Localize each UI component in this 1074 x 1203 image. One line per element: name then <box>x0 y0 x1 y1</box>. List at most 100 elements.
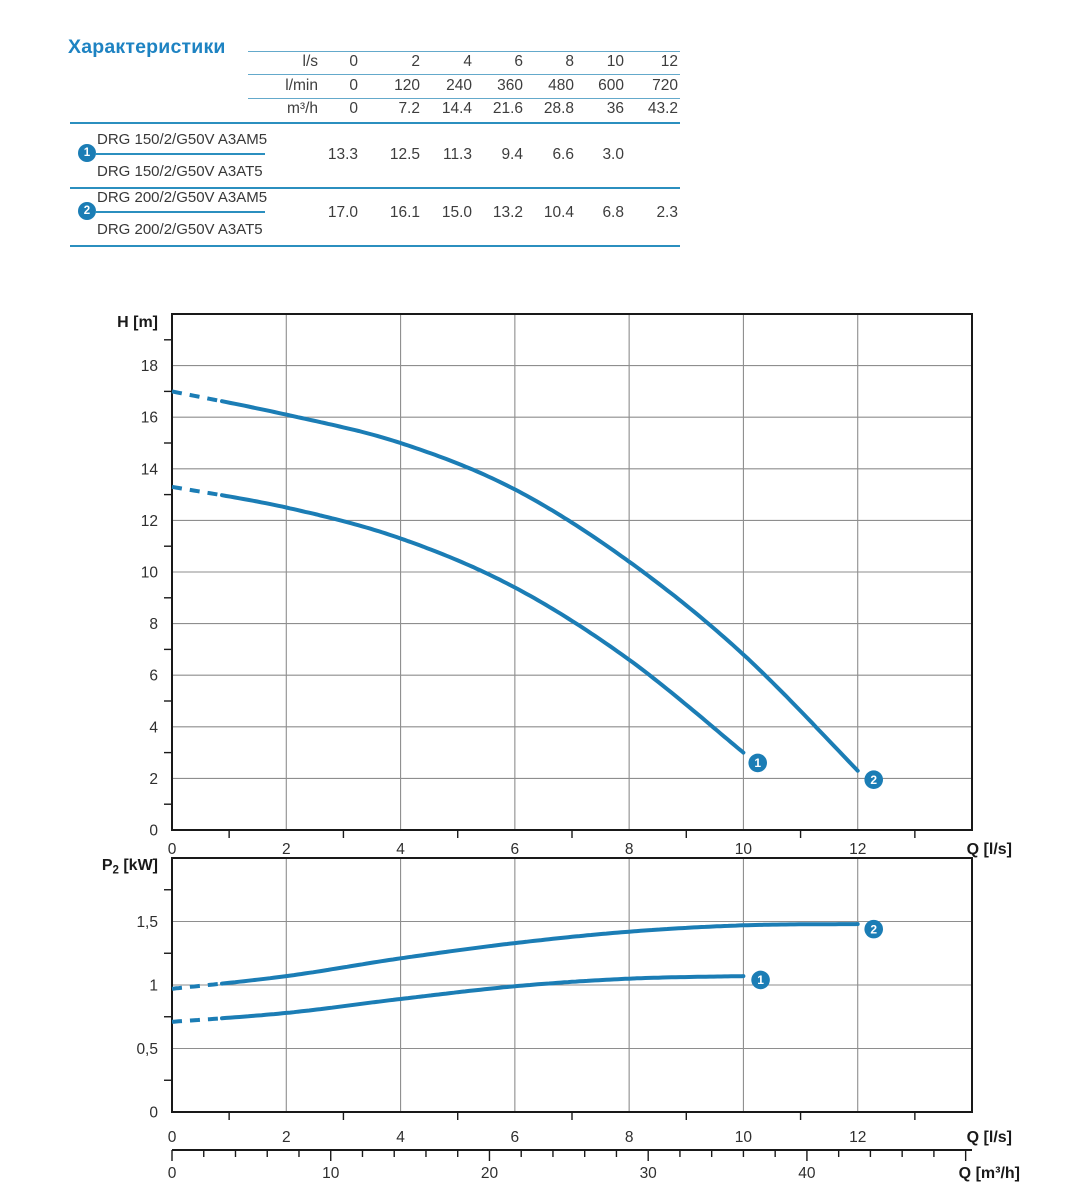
curve-marker-1: 1 <box>751 970 770 990</box>
head-value: 9.4 <box>501 146 523 163</box>
unit-value: 0 <box>349 100 358 117</box>
x-tick-label: 4 <box>396 841 405 858</box>
head-value: 2.3 <box>656 204 678 221</box>
unit-value: 7.2 <box>398 100 420 117</box>
unit-value: 43.2 <box>647 100 678 117</box>
unit-value: 240 <box>446 77 472 94</box>
model-name: DRG 150/2/G50V A3AM5 <box>97 131 268 148</box>
x-tick-label: 12 <box>849 841 866 858</box>
unit-value: 0 <box>349 53 358 70</box>
table-rule-strong <box>70 122 680 124</box>
y-tick-label: 0 <box>149 1105 158 1122</box>
gridlines <box>172 858 972 1112</box>
x-tick-label: 8 <box>625 1129 634 1146</box>
unit-value: 8 <box>565 53 574 70</box>
curve-solid <box>220 922 860 986</box>
head-value: 17.0 <box>327 204 358 221</box>
head-value: 11.3 <box>442 146 472 163</box>
unit-label: l/min <box>285 77 318 94</box>
marker-number: 1 <box>754 756 761 770</box>
model-divider <box>95 211 265 213</box>
x-axis-label: Q [l/s] <box>967 841 1012 858</box>
x-tick-label: 0 <box>168 1129 177 1146</box>
y-tick-label: 16 <box>141 410 158 427</box>
secondary-x-axis-label: Q [m³/h] <box>959 1165 1020 1182</box>
table-rule <box>248 98 680 99</box>
y-tick-label: 10 <box>141 565 159 582</box>
x-tick-label: 2 <box>282 1129 291 1146</box>
head-value: 6.6 <box>552 146 574 163</box>
unit-value: 36 <box>606 100 624 117</box>
curve-marker-2: 2 <box>864 919 884 939</box>
head-value: 13.3 <box>327 146 358 163</box>
curve-solid <box>220 399 860 773</box>
y-tick-label: 4 <box>149 719 158 736</box>
x-tick-label: 6 <box>511 1129 520 1146</box>
marker-number: 2 <box>870 773 877 787</box>
curve-dashed-start <box>171 484 223 498</box>
curve-2-2 <box>171 922 860 991</box>
unit-value: 720 <box>652 77 678 94</box>
marker-number: 2 <box>870 922 877 936</box>
unit-value: 2 <box>411 53 420 70</box>
y-tick-label: 14 <box>141 461 159 478</box>
head-value: 10.4 <box>543 204 574 221</box>
x-tick-label: 2 <box>282 841 291 858</box>
curve-2-1 <box>171 974 746 1024</box>
gridlines <box>172 314 972 830</box>
head-value: 12.5 <box>389 146 420 163</box>
curve-marker-1: 1 <box>748 753 768 773</box>
model-divider <box>95 153 265 155</box>
y-tick-label: 6 <box>149 668 158 685</box>
table-rule-strong <box>70 245 680 247</box>
x-tick-label: 6 <box>511 841 520 858</box>
y-axis-label: H [m] <box>117 314 158 331</box>
unit-value: 10 <box>606 53 624 70</box>
m3h-tick-label: 10 <box>322 1165 340 1182</box>
unit-label: m³/h <box>287 100 318 117</box>
y-tick-label: 18 <box>141 358 158 375</box>
curve-marker-2: 2 <box>864 770 884 789</box>
y-tick-label: 1 <box>149 978 158 995</box>
y-tick-label: 0 <box>149 823 158 840</box>
m3h-tick-label: 30 <box>640 1165 658 1182</box>
x-tick-label: 10 <box>735 1129 753 1146</box>
unit-value: 6 <box>514 53 523 70</box>
head-value: 15.0 <box>441 204 472 221</box>
curve-dashed-start <box>171 1016 223 1024</box>
minor-ticks <box>164 889 916 1120</box>
unit-value: 480 <box>548 77 574 94</box>
x-tick-label: 10 <box>735 841 753 858</box>
page-title: Характеристики <box>68 36 226 59</box>
x-tick-label: 8 <box>625 841 634 858</box>
curve-solid <box>220 974 746 1021</box>
m3h-tick-label: 40 <box>798 1165 816 1182</box>
unit-value: 360 <box>497 77 523 94</box>
y-tick-label: 2 <box>149 771 158 788</box>
table-rule <box>248 51 680 52</box>
unit-value: 4 <box>463 53 472 70</box>
curve-solid <box>220 493 746 755</box>
head-value: 13.2 <box>492 204 523 221</box>
unit-value: 21.6 <box>492 100 523 117</box>
model-name: DRG 150/2/G50V A3AT5 <box>97 163 263 180</box>
table-rule <box>248 74 680 75</box>
y-axis-label: P2 [kW] <box>102 857 158 877</box>
y-tick-label: 1,5 <box>136 914 158 931</box>
x-tick-label: 4 <box>396 1129 405 1146</box>
x-tick-label: 12 <box>849 1129 866 1146</box>
curve-1-2 <box>171 389 860 773</box>
y-tick-label: 8 <box>149 616 158 633</box>
curve-dashed-start <box>171 389 223 404</box>
group-marker: 1 <box>78 144 96 162</box>
unit-value: 0 <box>349 77 358 94</box>
head-value: 16.1 <box>389 204 420 221</box>
minor-ticks <box>164 339 916 838</box>
curve-dashed-start <box>171 981 223 991</box>
y-tick-label: 0,5 <box>136 1041 158 1058</box>
m3h-tick-label: 0 <box>168 1165 177 1182</box>
characteristics-table: l/s 0 2 4 6 8 10 12 l/min 0 120 240 360 480 600 720 m³/h… <box>70 48 680 253</box>
